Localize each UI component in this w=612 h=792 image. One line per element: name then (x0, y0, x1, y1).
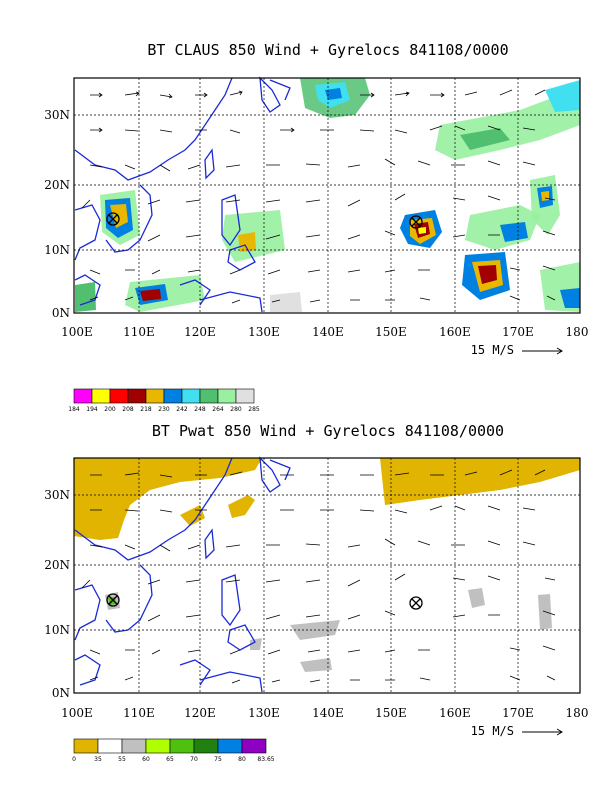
bottom-lat-label: 0N (52, 686, 70, 700)
bottom-lat-label: 30N (44, 488, 70, 502)
top-lat-label: 10N (44, 243, 70, 257)
colorbar-label: 55 (118, 756, 126, 763)
colorbar-swatch (217, 388, 237, 404)
bottom-lon-label: 150E (375, 706, 407, 720)
bottom-map (73, 456, 581, 694)
top-map-frame (73, 77, 581, 314)
bottom-colorbar: 0 35 55 60 65 70 75 80 83.65 (72, 738, 275, 763)
top-lon-label: 160E (439, 325, 471, 339)
colorbar-swatch (217, 738, 243, 754)
top-lon-label: 150E (375, 325, 407, 339)
colorbar-label: 35 (94, 756, 102, 763)
top-vector-ref: 15 M/S (471, 343, 563, 357)
bottom-gyreloc-1 (106, 593, 120, 607)
top-panel: BT CLAUS 850 Wind + Gyrelocs 841108/0000 (44, 41, 588, 413)
top-lat-labels: 30N 20N 10N 0N (44, 108, 70, 320)
bottom-vector-ref-label: 15 M/S (471, 724, 514, 738)
colorbar-swatch (145, 738, 171, 754)
colorbar-swatch (235, 388, 255, 404)
colorbar-label: 70 (190, 756, 198, 763)
top-lon-labels: 100E 110E 120E 130E 140E 150E 160E 170E … (61, 325, 588, 339)
bottom-lon-label: 170E (502, 706, 534, 720)
top-grid (74, 78, 580, 313)
colorbar-label: 184 (68, 406, 80, 413)
bottom-lon-label: 180 (566, 706, 589, 720)
bottom-map-frame (73, 457, 581, 694)
top-gyreloc-1 (106, 212, 120, 226)
colorbar-label: 218 (140, 406, 152, 413)
colorbar-label: 0 (72, 756, 76, 763)
bottom-panel-title: BT Pwat 850 Wind + Gyrelocs 841108/0000 (152, 422, 504, 440)
colorbar-label: 60 (142, 756, 150, 763)
bottom-grid (74, 458, 580, 693)
colorbar-swatch (127, 388, 147, 404)
top-colorbar: 184 194 200 208 218 230 242 248 264 280 285 (68, 388, 260, 413)
bottom-lon-label: 130E (248, 706, 280, 720)
top-gyreloc-2 (409, 215, 423, 229)
colorbar-label: 280 (230, 406, 242, 413)
colorbar-swatch (169, 738, 195, 754)
bottom-coastlines (74, 456, 291, 693)
top-lon-label: 100E (61, 325, 93, 339)
top-lat-label: 20N (44, 178, 70, 192)
colorbar-label: 264 (212, 406, 224, 413)
top-lon-label: 130E (248, 325, 280, 339)
bottom-lat-label: 10N (44, 623, 70, 637)
colorbar-label: 194 (86, 406, 98, 413)
top-vector-ref-label: 15 M/S (471, 343, 514, 357)
top-lon-label: 110E (123, 325, 155, 339)
top-lat-label: 30N (44, 108, 70, 122)
bottom-lon-label: 110E (123, 706, 155, 720)
top-cloud-shading (75, 78, 580, 312)
colorbar-label: 208 (122, 406, 134, 413)
bottom-lon-labels: 100E 110E 120E 130E 140E 150E 160E 170E … (61, 706, 588, 720)
bottom-lat-label: 20N (44, 558, 70, 572)
colorbar-label: 285 (248, 406, 260, 413)
colorbar-swatch (97, 738, 123, 754)
top-lon-label: 180 (566, 325, 589, 339)
colorbar-swatch (163, 388, 183, 404)
colorbar-label: 75 (214, 756, 222, 763)
top-panel-title: BT CLAUS 850 Wind + Gyrelocs 841108/0000 (147, 41, 508, 59)
bottom-vector-ref: 15 M/S (471, 724, 563, 738)
bottom-lon-label: 160E (439, 706, 471, 720)
colorbar-swatch (181, 388, 201, 404)
colorbar-swatch (73, 388, 93, 404)
colorbar-label: 248 (194, 406, 206, 413)
colorbar-swatch (199, 388, 219, 404)
colorbar-swatch (193, 738, 219, 754)
bottom-gyreloc-2 (409, 596, 423, 610)
colorbar-swatch (91, 388, 111, 404)
colorbar-swatch (109, 388, 129, 404)
colorbar-label: 83.65 (257, 756, 274, 763)
colorbar-swatch (121, 738, 147, 754)
top-lon-label: 120E (184, 325, 216, 339)
bottom-lon-label: 120E (184, 706, 216, 720)
bottom-lon-label: 140E (312, 706, 344, 720)
colorbar-label: 242 (176, 406, 188, 413)
colorbar-swatch (145, 388, 165, 404)
top-lat-label: 0N (52, 306, 70, 320)
top-coastlines (74, 76, 291, 313)
top-wind-vectors (81, 89, 556, 304)
colorbar-label: 230 (158, 406, 170, 413)
bottom-vector-ref-arrow (522, 728, 563, 736)
colorbar-swatch (241, 738, 267, 754)
colorbar-label: 65 (166, 756, 174, 763)
colorbar-swatch (73, 738, 99, 754)
top-lon-label: 140E (312, 325, 344, 339)
bottom-lon-label: 100E (61, 706, 93, 720)
bottom-lat-labels: 30N 20N 10N 0N (44, 488, 70, 700)
top-vector-ref-arrow (522, 347, 563, 355)
top-lon-label: 170E (502, 325, 534, 339)
top-map (73, 76, 581, 314)
colorbar-label: 80 (238, 756, 246, 763)
bottom-wind-vectors (81, 469, 556, 684)
colorbar-label: 200 (104, 406, 116, 413)
bottom-panel: BT Pwat 850 Wind + Gyrelocs 841108/0000 (44, 422, 588, 763)
